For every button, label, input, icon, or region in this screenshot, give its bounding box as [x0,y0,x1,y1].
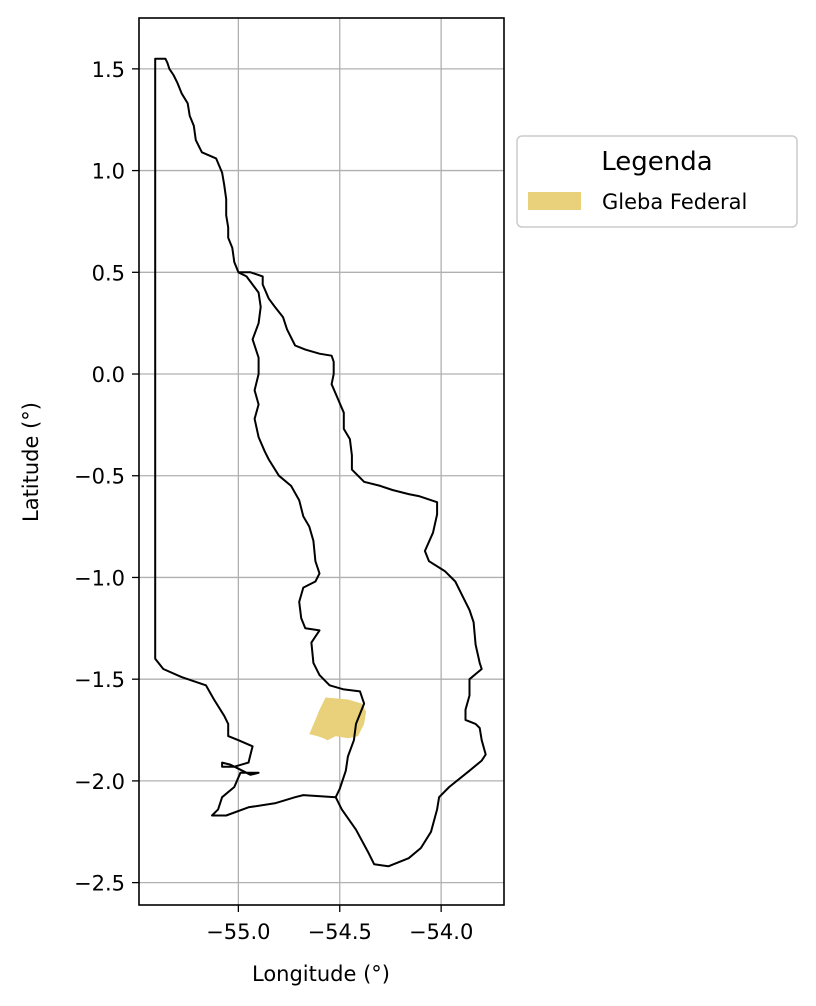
y-tick-label: 0.0 [92,363,125,387]
boundary-outline [154,57,487,868]
y-tick-label: −0.5 [74,465,125,489]
y-tick-label: 1.0 [92,160,125,184]
y-tick-label: −1.0 [74,566,125,590]
x-axis-label: Longitude (°) [252,962,390,986]
region-gleba-federal [309,697,367,741]
y-tick-label: 0.5 [92,261,125,285]
x-tick-label: −55.0 [206,920,270,944]
y-axis-ticks: 1.5 1.0 0.5 0.0 −0.5 −1.0 −1.5 −2.0 −2.5 [74,58,139,896]
x-axis-ticks: −55.0 −54.5 −54.0 [206,905,473,944]
y-tick-label: −1.5 [74,668,125,692]
x-tick-label: −54.0 [409,920,473,944]
plot-area [138,17,505,906]
legend: Legenda Gleba Federal [516,135,798,228]
axes-frame [138,17,505,906]
grid-lines [139,18,504,905]
legend-swatch-gleba-federal [528,192,581,210]
y-tick-label: 1.5 [92,58,125,82]
legend-title: Legenda [601,147,712,177]
y-tick-label: −2.5 [74,872,125,896]
legend-label-gleba-federal: Gleba Federal [602,190,747,214]
y-axis-label: Latitude (°) [19,402,43,522]
map-layers [154,57,487,868]
legend-box [516,135,798,228]
river-line [237,271,366,798]
y-tick-label: −2.0 [74,770,125,794]
x-tick-label: −54.5 [308,920,372,944]
